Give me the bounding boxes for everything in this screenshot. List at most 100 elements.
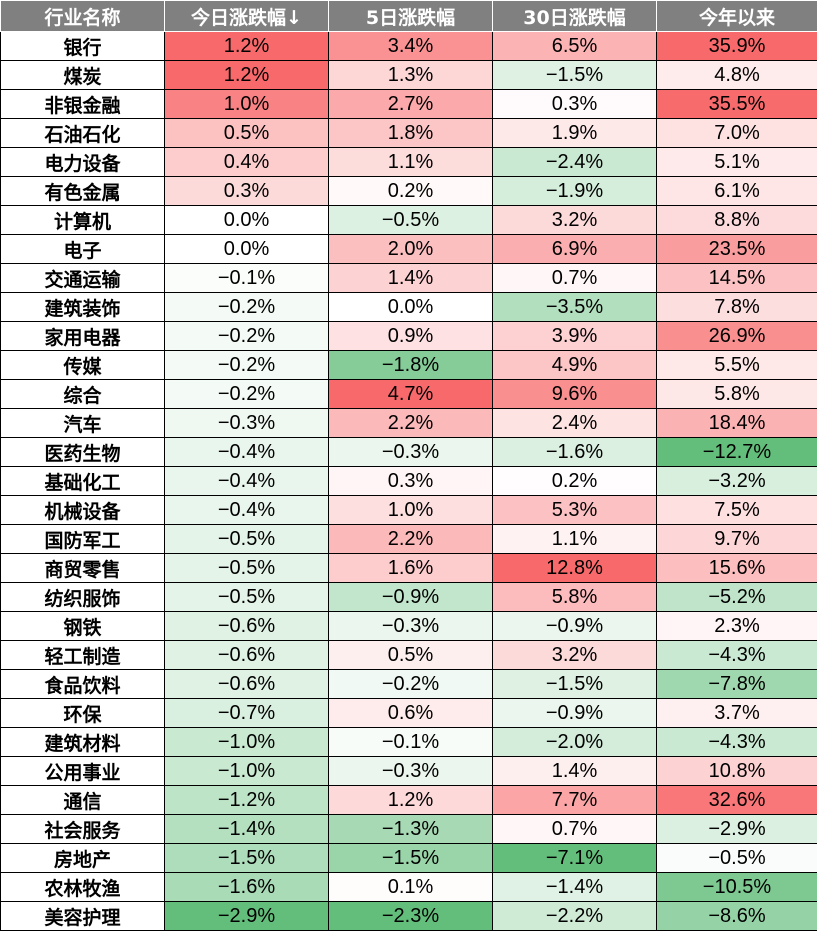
industry-name-cell: 电子 [1, 235, 165, 264]
industry-name-cell: 轻工制造 [1, 641, 165, 670]
30day-change-cell: 6.5% [493, 32, 657, 61]
today-change-cell: −0.2% [165, 380, 329, 409]
ytd-change-cell: 5.1% [657, 148, 817, 177]
industry-name-cell: 建筑装饰 [1, 293, 165, 322]
today-change-cell: −0.6% [165, 641, 329, 670]
table-row: 交通运输−0.1%1.4%0.7%14.5% [1, 264, 817, 293]
table-row: 机械设备−0.4%1.0%5.3%7.5% [1, 496, 817, 525]
today-change-cell: 1.0% [165, 90, 329, 119]
industry-name-cell: 公用事业 [1, 757, 165, 786]
5day-change-cell: 1.1% [329, 148, 493, 177]
ytd-change-cell: 8.8% [657, 206, 817, 235]
5day-change-cell: 0.9% [329, 322, 493, 351]
ytd-change-cell: 26.9% [657, 322, 817, 351]
today-change-cell: 1.2% [165, 61, 329, 90]
ytd-change-cell: 2.3% [657, 612, 817, 641]
ytd-change-cell: −4.3% [657, 641, 817, 670]
ytd-change-cell: 9.7% [657, 525, 817, 554]
today-change-cell: −0.6% [165, 670, 329, 699]
header-30day-change[interactable]: 30日涨跌幅 [493, 1, 657, 32]
industry-name-cell: 社会服务 [1, 815, 165, 844]
ytd-change-cell: 14.5% [657, 264, 817, 293]
30day-change-cell: 3.2% [493, 641, 657, 670]
5day-change-cell: 2.2% [329, 525, 493, 554]
today-change-cell: −0.4% [165, 467, 329, 496]
industry-name-cell: 环保 [1, 699, 165, 728]
5day-change-cell: −0.2% [329, 670, 493, 699]
ytd-change-cell: −4.3% [657, 728, 817, 757]
header-today-change[interactable]: 今日涨跌幅↓ [165, 1, 329, 32]
today-change-cell: −0.5% [165, 554, 329, 583]
5day-change-cell: 1.2% [329, 786, 493, 815]
industry-name-cell: 传媒 [1, 351, 165, 380]
industry-name-cell: 石油石化 [1, 119, 165, 148]
today-change-cell: −0.1% [165, 264, 329, 293]
table-row: 汽车−0.3%2.2%2.4%18.4% [1, 409, 817, 438]
industry-name-cell: 电力设备 [1, 148, 165, 177]
ytd-change-cell: −7.8% [657, 670, 817, 699]
30day-change-cell: −0.9% [493, 612, 657, 641]
5day-change-cell: 1.8% [329, 119, 493, 148]
ytd-change-cell: 7.0% [657, 119, 817, 148]
industry-name-cell: 非银金融 [1, 90, 165, 119]
30day-change-cell: −1.6% [493, 438, 657, 467]
ytd-change-cell: −12.7% [657, 438, 817, 467]
5day-change-cell: −0.1% [329, 728, 493, 757]
ytd-change-cell: 7.5% [657, 496, 817, 525]
30day-change-cell: 0.7% [493, 264, 657, 293]
today-change-cell: −0.2% [165, 293, 329, 322]
today-change-cell: −1.5% [165, 844, 329, 873]
30day-change-cell: 12.8% [493, 554, 657, 583]
today-change-cell: −1.2% [165, 786, 329, 815]
table-row: 社会服务−1.4%−1.3%0.7%−2.9% [1, 815, 817, 844]
header-industry-name[interactable]: 行业名称 [1, 1, 165, 32]
ytd-change-cell: 18.4% [657, 409, 817, 438]
today-change-cell: −0.2% [165, 351, 329, 380]
30day-change-cell: 0.3% [493, 90, 657, 119]
5day-change-cell: 2.0% [329, 235, 493, 264]
30day-change-cell: 4.9% [493, 351, 657, 380]
30day-change-cell: −2.2% [493, 902, 657, 931]
ytd-change-cell: −3.2% [657, 467, 817, 496]
30day-change-cell: 1.1% [493, 525, 657, 554]
5day-change-cell: 0.5% [329, 641, 493, 670]
ytd-change-cell: −2.9% [657, 815, 817, 844]
industry-name-cell: 交通运输 [1, 264, 165, 293]
today-change-cell: −1.0% [165, 728, 329, 757]
30day-change-cell: −7.1% [493, 844, 657, 873]
header-ytd-change[interactable]: 今年以来 [657, 1, 817, 32]
30day-change-cell: 7.7% [493, 786, 657, 815]
table-row: 美容护理−2.9%−2.3%−2.2%−8.6% [1, 902, 817, 931]
industry-name-cell: 钢铁 [1, 612, 165, 641]
today-change-cell: 0.4% [165, 148, 329, 177]
table-row: 纺织服饰−0.5%−0.9%5.8%−5.2% [1, 583, 817, 612]
30day-change-cell: 1.9% [493, 119, 657, 148]
industry-name-cell: 汽车 [1, 409, 165, 438]
table-row: 建筑装饰−0.2%0.0%−3.5%7.8% [1, 293, 817, 322]
5day-change-cell: 0.3% [329, 467, 493, 496]
table-row: 综合−0.2%4.7%9.6%5.8% [1, 380, 817, 409]
30day-change-cell: 3.2% [493, 206, 657, 235]
ytd-change-cell: 6.1% [657, 177, 817, 206]
5day-change-cell: 1.4% [329, 264, 493, 293]
30day-change-cell: 6.9% [493, 235, 657, 264]
30day-change-cell: −1.5% [493, 61, 657, 90]
ytd-change-cell: −8.6% [657, 902, 817, 931]
industry-name-cell: 房地产 [1, 844, 165, 873]
today-change-cell: −0.4% [165, 496, 329, 525]
industry-name-cell: 计算机 [1, 206, 165, 235]
30day-change-cell: −3.5% [493, 293, 657, 322]
5day-change-cell: 3.4% [329, 32, 493, 61]
ytd-change-cell: −10.5% [657, 873, 817, 902]
header-5day-change[interactable]: 5日涨跌幅 [329, 1, 493, 32]
header-row: 行业名称 今日涨跌幅↓ 5日涨跌幅 30日涨跌幅 今年以来 [1, 1, 817, 32]
industry-name-cell: 商贸零售 [1, 554, 165, 583]
table-row: 基础化工−0.4%0.3%0.2%−3.2% [1, 467, 817, 496]
5day-change-cell: 1.3% [329, 61, 493, 90]
